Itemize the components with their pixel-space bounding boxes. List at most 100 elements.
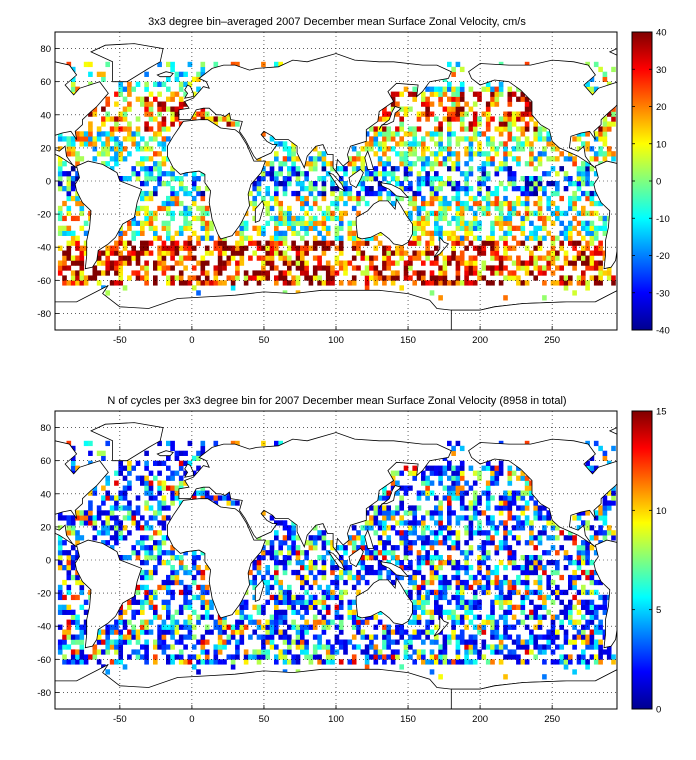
cycle-count-bin (300, 599, 305, 605)
cycle-count-bin (429, 639, 435, 645)
cycle-count-bin (144, 560, 149, 566)
cycle-count-bin (503, 565, 508, 571)
cycle-count-bin (118, 525, 124, 531)
velocity-bin (408, 181, 413, 187)
cycle-count-bin (101, 485, 106, 491)
velocity-bin (408, 275, 413, 281)
cycle-count-bin (498, 644, 504, 650)
velocity-bin (153, 260, 158, 266)
cycle-count-bin (200, 649, 206, 655)
velocity-bin (395, 260, 400, 266)
velocity-bin (57, 176, 63, 182)
velocity-bin (157, 91, 162, 97)
cycle-count-bin (511, 584, 517, 591)
velocity-bin (438, 176, 443, 182)
cycle-count-bin (563, 604, 569, 610)
velocity-bin (96, 250, 102, 256)
velocity-bin (360, 255, 366, 261)
cycle-count-bin (178, 450, 184, 456)
cycle-count-bin (377, 505, 383, 511)
velocity-bin (606, 111, 612, 117)
velocity-bin (114, 91, 119, 97)
cycle-count-bin (395, 510, 400, 516)
cycle-count-bin (118, 490, 124, 496)
cycle-count-bin (170, 624, 175, 630)
velocity-bin (135, 220, 141, 226)
cycle-count-bin (351, 619, 357, 625)
cycle-count-bin (386, 644, 392, 650)
cycle-count-bin (581, 550, 586, 556)
velocity-bin (213, 121, 219, 127)
velocity-bin (140, 161, 145, 167)
cycle-count-bin (442, 609, 448, 615)
velocity-bin (425, 230, 430, 236)
cycle-count-bin (438, 525, 443, 531)
cycle-count-bin (373, 505, 379, 511)
velocity-bin (520, 141, 526, 147)
velocity-bin (542, 225, 547, 231)
velocity-bin (429, 280, 435, 286)
velocity-bin (421, 101, 426, 107)
cycle-count-bin (222, 619, 227, 625)
velocity-bin (325, 225, 331, 231)
cycle-count-bin (196, 594, 201, 601)
cycle-count-bin (269, 540, 275, 546)
cycle-count-bin (416, 614, 422, 620)
cycle-count-bin (477, 569, 482, 576)
cycle-count-bin (563, 550, 569, 556)
cycle-count-bin (243, 624, 249, 630)
velocity-bin (464, 235, 469, 241)
velocity-bin (148, 106, 154, 112)
cycle-count-bin (373, 530, 379, 536)
velocity-bin (455, 156, 461, 162)
velocity-map-frame (54, 31, 618, 331)
cycle-count-bin (581, 629, 586, 635)
velocity-bin (57, 230, 63, 236)
velocity-bin (412, 200, 418, 207)
cycle-count-bin (321, 599, 327, 605)
velocity-bin (390, 190, 396, 197)
velocity-bin (421, 225, 426, 231)
cycle-count-bin (140, 574, 145, 581)
velocity-bin (533, 181, 539, 187)
velocity-bin (468, 171, 474, 177)
velocity-bin (442, 215, 448, 222)
velocity-bin (122, 245, 128, 251)
cycle-count-bin (304, 589, 309, 596)
cycle-count-bin (438, 530, 443, 536)
velocity-bin (572, 215, 577, 222)
cycle-count-bin (477, 579, 482, 586)
cycle-count-bin (464, 639, 469, 645)
cycle-count-bin (343, 569, 348, 576)
velocity-bin (321, 240, 327, 246)
cycle-count-bin (434, 495, 439, 501)
velocity-bin (170, 186, 175, 192)
velocity-bin (105, 250, 111, 256)
cycle-count-bin (511, 470, 517, 476)
cycle-count-bin (135, 589, 141, 596)
cycle-count-bin (516, 495, 521, 501)
velocity-bin (442, 275, 448, 281)
cycle-count-bin (131, 550, 137, 556)
velocity-bin (144, 146, 149, 152)
cycle-count-bin (386, 634, 392, 640)
velocity-bin (498, 161, 504, 167)
land-mass (156, 71, 174, 78)
velocity-bin (546, 141, 552, 147)
velocity-bin (408, 141, 413, 147)
cycle-count-bin (434, 540, 439, 546)
cycle-count-bin (373, 659, 379, 665)
cycle-count-bin (485, 460, 491, 466)
velocity-bin (360, 181, 366, 187)
cycle-count-bin (96, 629, 102, 635)
cycle-count-bin (75, 515, 80, 521)
velocity-bin (382, 260, 387, 266)
velocity-bin (144, 171, 149, 177)
velocity-bin (148, 215, 154, 222)
velocity-bin (455, 101, 461, 107)
velocity-bin (421, 275, 426, 281)
velocity-bin (602, 225, 608, 231)
cycle-count-bin (382, 629, 387, 635)
velocity-bin (511, 146, 517, 152)
velocity-bin (585, 210, 590, 217)
